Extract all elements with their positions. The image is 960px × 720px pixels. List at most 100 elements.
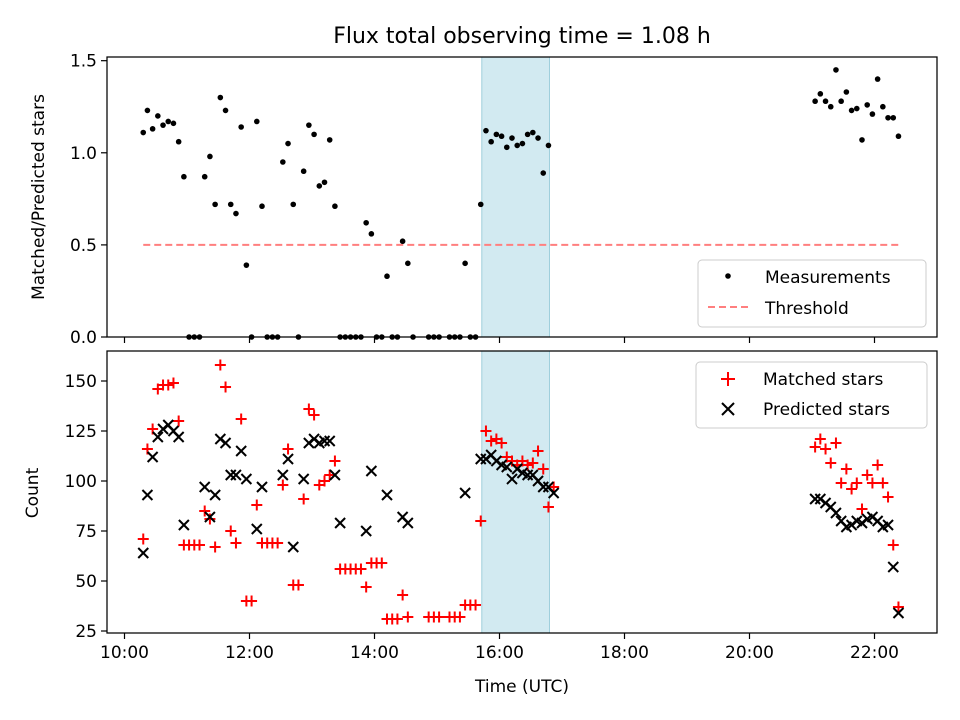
x-tick-label: 10:00 <box>100 643 149 663</box>
legend-threshold-label: Threshold <box>764 299 849 319</box>
matched-star-point <box>454 611 466 623</box>
measurement-point <box>170 120 177 127</box>
count-legend: Matched stars Predicted stars <box>695 361 928 429</box>
predicted-star-point <box>251 523 263 535</box>
matched-star-point <box>298 493 310 505</box>
matched-star-point <box>877 477 889 489</box>
measurement-point <box>253 118 260 125</box>
measurement-point <box>316 183 323 189</box>
matched-star-point <box>319 475 330 487</box>
measurement-point <box>540 170 547 176</box>
measurement-point <box>207 153 213 160</box>
legend-matched-label: Matched stars <box>763 370 883 390</box>
matched-star-point <box>861 469 873 481</box>
count-y-tick-label: 100 <box>65 472 97 492</box>
predicted-star-point <box>287 541 299 553</box>
matched-star-point <box>866 477 878 489</box>
x-tick-label: 16:00 <box>475 643 524 663</box>
measurement-point <box>874 76 881 82</box>
x-tick-label: 18:00 <box>600 643 649 663</box>
predicted-star-points <box>137 419 905 619</box>
matched-star-point <box>272 537 284 549</box>
matched-star-point <box>225 525 237 537</box>
measurement-point <box>843 89 850 95</box>
measurement-point <box>306 122 312 128</box>
measurement-point <box>519 140 526 147</box>
matched-star-point <box>480 425 492 437</box>
matched-star-point <box>532 445 544 457</box>
matched-star-point <box>235 413 247 425</box>
measurement-point <box>483 127 489 134</box>
measurement-point <box>890 114 897 121</box>
measurement-point <box>222 107 229 114</box>
x-tick-label: 12:00 <box>225 643 274 663</box>
predicted-star-point <box>137 547 149 559</box>
legend-predicted-label: Predicted stars <box>763 400 890 420</box>
measurement-point <box>311 131 317 138</box>
matched-star-point <box>814 433 826 445</box>
measurement-point <box>155 113 161 119</box>
predicted-star-point <box>324 435 336 447</box>
matched-star-point <box>194 539 205 551</box>
measurement-point <box>227 201 234 208</box>
count-y-tick-label: 125 <box>65 422 97 442</box>
matched-star-point <box>475 515 487 527</box>
count-y-tick-label: 25 <box>75 622 97 642</box>
ratio-legend: Measurements Threshold <box>697 259 927 328</box>
measurement-point <box>332 203 338 210</box>
time-x-axis: 10:00 12:00 14:00 16:00 18:00 20:00 22:00 <box>100 633 899 663</box>
count-y-axis-label: Count <box>23 467 43 518</box>
measurement-point <box>848 107 855 114</box>
observing-window-shade <box>481 350 550 634</box>
matched-star-point <box>809 441 821 453</box>
matched-star-point <box>214 359 226 371</box>
measurement-point <box>822 98 829 105</box>
matched-star-point <box>360 581 372 593</box>
measurement-point <box>493 131 500 138</box>
matched-star-point <box>433 611 445 623</box>
measurement-point <box>462 260 468 267</box>
measurement-point <box>144 107 151 114</box>
matched-star-point <box>209 541 221 553</box>
measurement-point <box>285 140 291 147</box>
legend-measurements-label: Measurements <box>765 268 891 288</box>
ratio-y-tick-label: 0.0 <box>70 328 97 348</box>
measurement-point <box>812 98 818 105</box>
measurement-point <box>300 168 307 175</box>
matched-star-point <box>355 563 367 575</box>
predicted-star-point <box>892 607 905 619</box>
count-plot-frame <box>106 350 938 634</box>
matched-star-point <box>391 613 403 625</box>
predicted-star-point <box>240 473 253 485</box>
ratio-panel: 0.0 0.5 1.0 1.5 Matched/Predicted stars Mea… <box>29 52 938 348</box>
predicted-star-point <box>209 489 221 501</box>
ratio-y-axis: 0.0 0.5 1.0 1.5 <box>70 52 876 348</box>
matched-star-point <box>220 381 232 393</box>
matched-star-point <box>485 435 497 447</box>
measurement-point <box>405 260 411 267</box>
matched-star-point <box>324 469 336 481</box>
measurement-point <box>238 124 244 130</box>
observing-window-shade <box>481 56 550 338</box>
count-panel: 25 50 75 100 125 150 Count 10:00 12:00 14:00 16:… <box>23 350 938 697</box>
matched-star-point <box>537 463 549 475</box>
measurement-point <box>864 102 871 108</box>
matched-star-point <box>204 513 216 525</box>
count-y-tick-label: 50 <box>75 572 97 592</box>
x-tick-label: 20:00 <box>725 643 774 663</box>
predicted-star-point <box>178 519 190 531</box>
measurement-point <box>838 98 844 105</box>
predicted-star-point <box>329 469 341 481</box>
predicted-star-point <box>334 517 346 529</box>
measurement-point <box>165 118 172 125</box>
ratio-y-axis-label: Matched/Predicted stars <box>29 94 49 300</box>
predicted-star-point <box>830 507 842 519</box>
matched-star-point <box>527 457 539 469</box>
measurement-point <box>217 94 224 101</box>
predicted-star-point <box>809 493 821 505</box>
matched-star-point <box>835 477 847 489</box>
measurement-point <box>833 67 839 73</box>
matched-star-point <box>246 595 258 607</box>
